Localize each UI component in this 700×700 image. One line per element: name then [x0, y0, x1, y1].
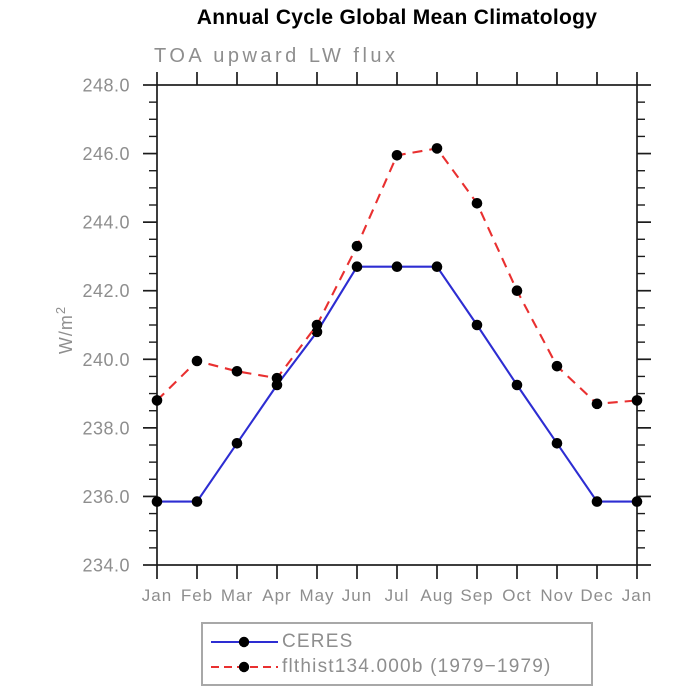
data-point-series-1	[231, 365, 243, 377]
y-axis-label: W/m2	[53, 306, 76, 354]
legend-sample-model	[211, 661, 278, 672]
data-point-series-0	[191, 496, 203, 507]
x-axis-tick-label: Oct	[502, 586, 531, 605]
chart-title: Annual Cycle Global Mean Climatology	[196, 6, 598, 29]
data-point-series-0	[231, 437, 243, 449]
data-point-series-1	[551, 360, 563, 372]
legend-sample-ceres	[211, 636, 278, 647]
x-axis-tick-label: Sep	[460, 586, 493, 605]
data-point-series-1	[631, 395, 643, 406]
x-axis-tick-label: Jun	[342, 586, 372, 605]
legend-box: CERES flthist134.000b (1979−1979)	[201, 622, 593, 686]
data-point-series-1	[391, 149, 403, 161]
legend-entry-ceres: CERES	[208, 632, 587, 651]
x-axis-tick-label: Nov	[540, 586, 573, 605]
chart-subtitle: TOA upward LW flux	[154, 45, 399, 67]
data-point-series-0	[551, 437, 563, 449]
y-axis-tick-label: 234.0	[82, 556, 130, 576]
legend-marker-circle	[238, 661, 250, 672]
series-line-1	[156, 147, 638, 405]
y-axis-tick-label: 238.0	[82, 418, 130, 438]
data-point-series-1	[471, 197, 483, 209]
legend-label-model: flthist134.000b (1979−1979)	[282, 656, 552, 677]
x-axis-tick-label: Feb	[181, 586, 213, 605]
data-point-series-1	[311, 319, 323, 331]
x-axis-tick-label: Aug	[420, 586, 453, 605]
data-point-series-1	[271, 372, 283, 384]
x-axis-tick-label: Jul	[385, 586, 410, 605]
data-point-series-0	[391, 261, 403, 273]
legend-entry-model: flthist134.000b (1979−1979)	[208, 657, 587, 676]
y-axis-tick-label: 244.0	[82, 213, 130, 233]
data-point-series-0	[351, 261, 363, 273]
data-point-series-0	[431, 261, 443, 273]
data-point-series-1	[511, 285, 523, 297]
y-axis-tick-label: 240.0	[82, 350, 130, 370]
data-point-series-1	[191, 355, 203, 367]
data-point-series-0	[151, 496, 163, 507]
y-axis-tick-label: 248.0	[82, 76, 130, 96]
data-point-series-1	[351, 240, 363, 252]
x-axis-tick-label: Mar	[221, 586, 253, 605]
data-point-series-0	[511, 379, 523, 391]
legend-label-ceres: CERES	[282, 631, 354, 652]
x-axis-tick-label: Apr	[262, 586, 291, 605]
data-point-series-0	[631, 496, 643, 507]
series-line-0	[157, 265, 637, 503]
y-axis-tick-label: 246.0	[82, 144, 130, 164]
x-axis-tick-label: May	[299, 586, 334, 605]
data-point-series-1	[591, 398, 603, 410]
y-axis-tick-label: 242.0	[82, 281, 130, 301]
x-axis-tick-label: Jan	[142, 586, 172, 605]
x-axis-tick-label: Jan	[622, 586, 652, 605]
data-point-series-1	[151, 395, 163, 406]
data-point-series-0	[471, 319, 483, 331]
data-point-series-1	[431, 143, 443, 154]
y-axis-tick-label: 236.0	[82, 487, 130, 507]
legend-marker-circle	[238, 636, 250, 647]
data-point-series-0	[591, 496, 603, 507]
x-axis-tick-label: Dec	[580, 586, 613, 605]
